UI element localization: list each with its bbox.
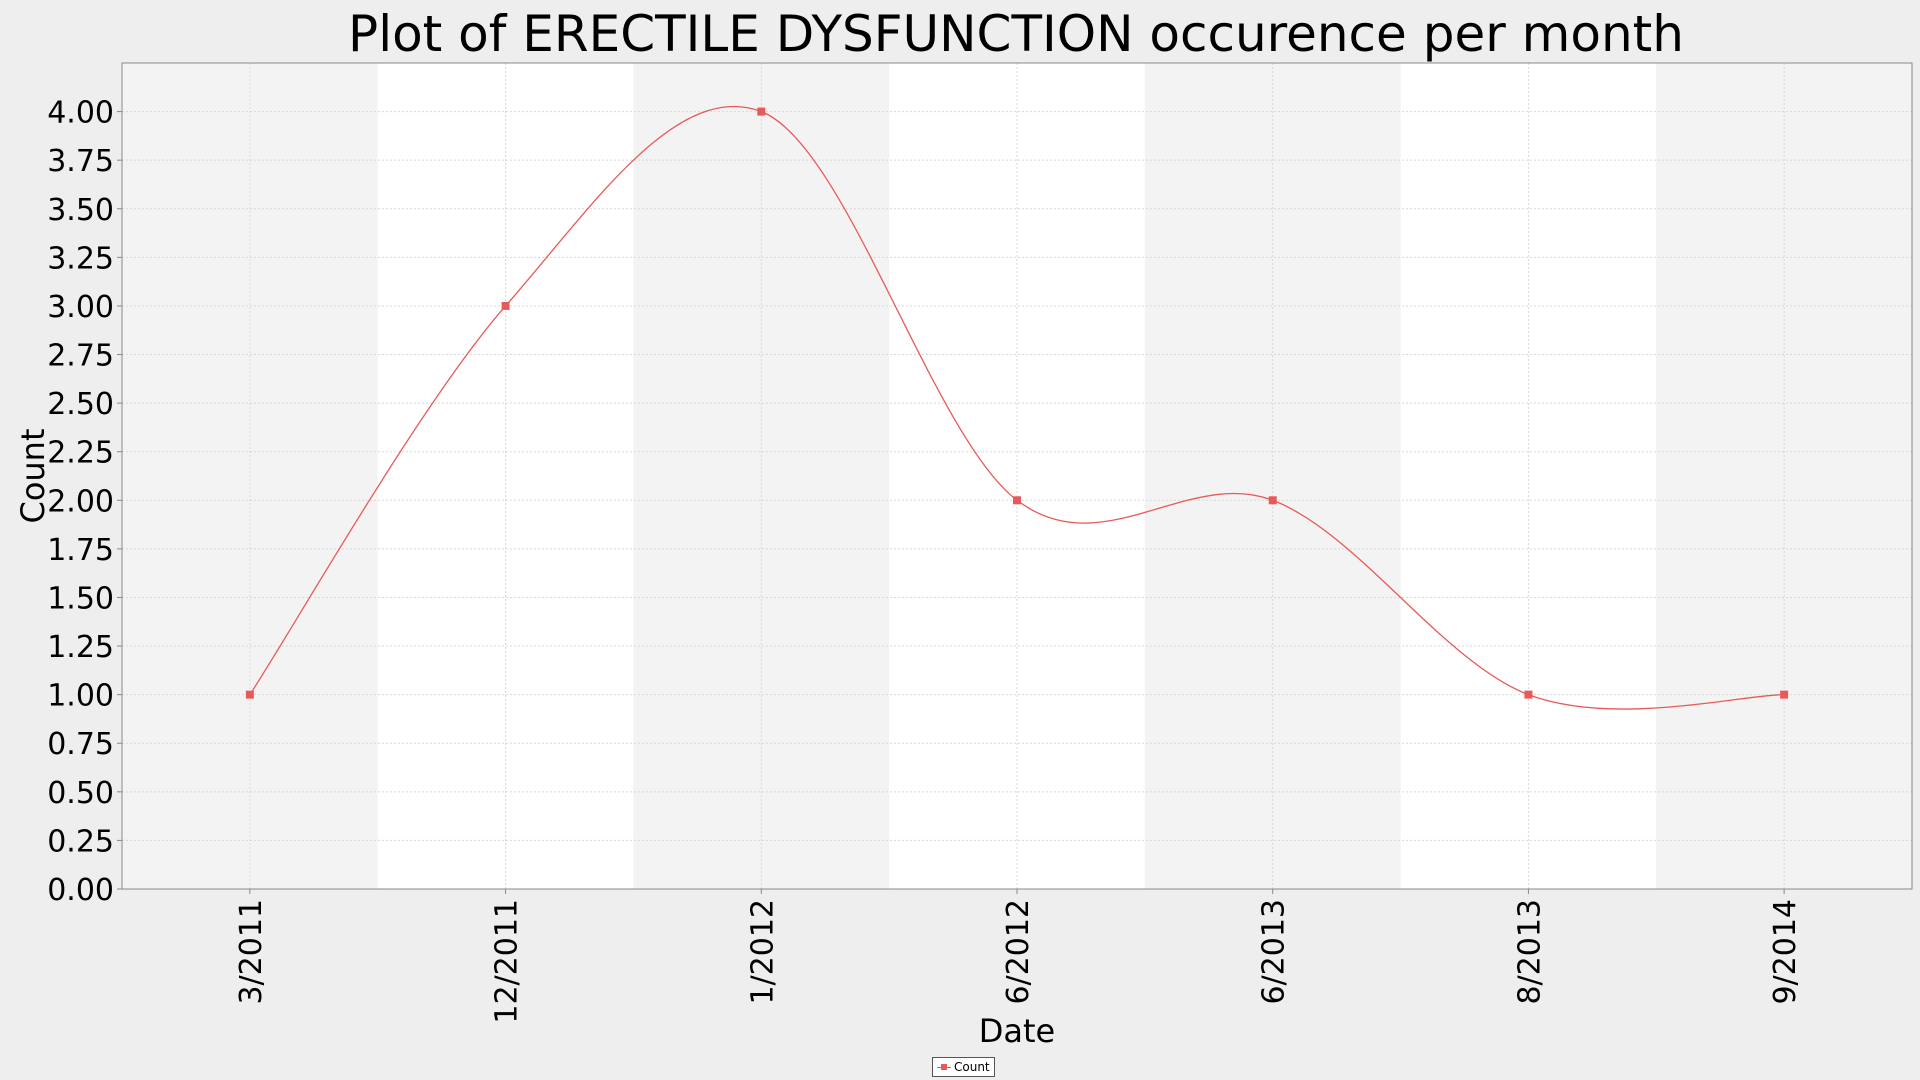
x-tick-label: 6/2013	[1257, 899, 1292, 1005]
y-tick-label: 3.25	[47, 241, 114, 276]
y-tick-label: 2.25	[47, 436, 114, 471]
y-axis: 0.00 0.25 0.50 0.75 1.00 1.25 1.50 1.75 2.00 2.25…	[47, 96, 122, 908]
data-point	[245, 690, 254, 699]
y-tick-label: 1.00	[47, 679, 114, 714]
y-tick-label: 1.25	[47, 630, 114, 665]
legend-label: Count	[954, 1060, 990, 1074]
x-tick-label: 9/2014	[1768, 899, 1803, 1005]
x-tick-label: 12/2011	[490, 899, 525, 1024]
x-axis: 3/2011 12/2011 1/2012 6/2012 6/2013 8/2013 9/2…	[234, 889, 1803, 1024]
y-tick-label: 0.75	[47, 727, 114, 762]
y-tick-label: 3.50	[47, 193, 114, 228]
data-point	[757, 107, 766, 116]
y-tick-label: 2.75	[47, 339, 114, 374]
y-tick-label: 1.75	[47, 533, 114, 568]
grid-lines	[122, 63, 1912, 890]
data-point	[1013, 496, 1021, 505]
data-points	[245, 107, 1789, 699]
chart-title: Plot of ERECTILE DYSFUNCTION occurence p…	[348, 5, 1684, 63]
data-point	[501, 301, 510, 310]
data-point	[1524, 690, 1533, 699]
y-tick-label: 3.75	[47, 144, 114, 179]
y-tick-label: 4.00	[47, 96, 114, 131]
series-line-count	[249, 105, 1785, 710]
y-tick-label: 1.50	[47, 581, 114, 616]
data-point	[1268, 496, 1277, 505]
data-point	[1780, 690, 1789, 699]
y-axis-title: Count	[14, 428, 52, 523]
y-tick-label: 2.00	[47, 484, 114, 519]
y-tick-label: 0.00	[47, 873, 114, 908]
y-tick-label: 0.25	[47, 824, 114, 859]
x-tick-label: 1/2012	[745, 899, 780, 1005]
legend: Count	[932, 1057, 995, 1077]
y-tick-label: 2.50	[47, 387, 114, 422]
legend-marker-icon	[937, 1062, 951, 1072]
y-tick-label: 0.50	[47, 776, 114, 811]
x-tick-label: 8/2013	[1512, 899, 1547, 1005]
y-tick-label: 3.00	[47, 290, 114, 325]
x-tick-label: 6/2012	[1001, 899, 1036, 1005]
x-tick-label: 3/2011	[234, 899, 269, 1005]
x-axis-title: Date	[979, 1012, 1055, 1050]
